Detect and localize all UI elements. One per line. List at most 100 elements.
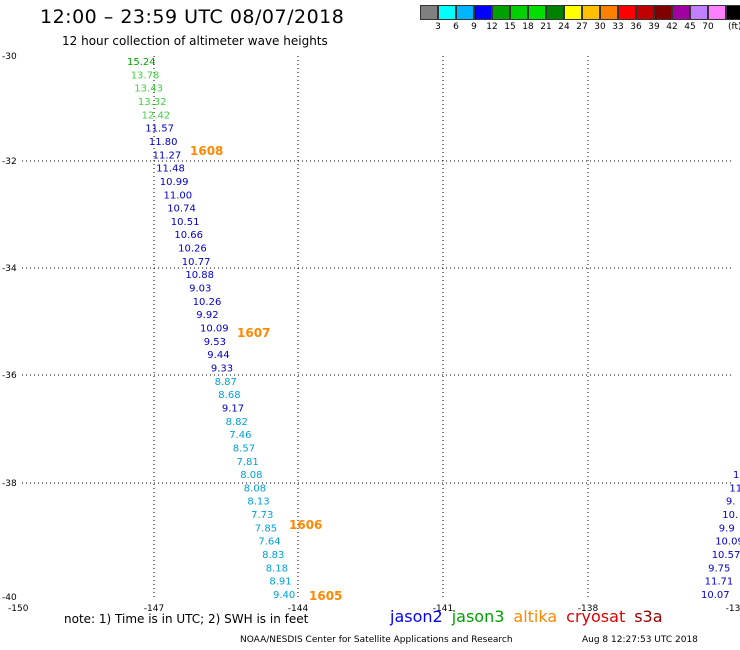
wave-height-value: 7.46 (229, 430, 251, 441)
scale-swatch (528, 5, 546, 20)
wave-height-value: 13.78 (131, 70, 160, 81)
wave-height-value: 7.73 (251, 510, 273, 521)
scale-swatch (492, 5, 510, 20)
map-title: 12:00 – 23:59 UTC 08/07/2018 (40, 6, 345, 28)
scale-swatch (618, 5, 636, 20)
scale-label: 24 (558, 22, 570, 32)
wave-height-value: 7.81 (237, 457, 259, 468)
wave-height-value: 10.07 (701, 590, 730, 601)
scale-label: 12 (486, 22, 498, 32)
wave-height-value: 10. (722, 510, 738, 521)
wave-height-value: 9.33 (211, 364, 233, 375)
wave-height-value: 9.92 (196, 310, 218, 321)
wave-height-value: 10.26 (193, 297, 222, 308)
wave-height-value: 11.57 (145, 124, 174, 135)
wave-height-value: 9.03 (189, 284, 211, 295)
scale-unit: (ft) (728, 22, 740, 32)
wave-height-value: 10.57 (712, 550, 740, 561)
scale-swatch (654, 5, 672, 20)
wave-height-value: 9.17 (222, 403, 244, 414)
wave-height-value: 8.91 (269, 577, 291, 588)
scale-label: 70 (702, 22, 714, 32)
wave-height-value: 10.09 (715, 537, 740, 548)
scale-label: 15 (504, 22, 516, 32)
scale-label: 39 (648, 22, 660, 32)
wave-height-value: 9.44 (207, 350, 229, 361)
scale-label: 21 (540, 22, 552, 32)
axis-ticks: -30 -32 -34 -36 -38 -40-150 -147 -144 -141 -138 -1… (2, 52, 740, 614)
scale-label: 42 (666, 22, 678, 32)
scale-label: 18 (522, 22, 534, 32)
satellite-legend-entry: cryosat (566, 607, 626, 626)
scale-swatch (582, 5, 600, 20)
map-subtitle: 12 hour collection of altimeter wave hei… (62, 34, 328, 48)
scale-label: 33 (612, 22, 624, 32)
wave-height-value: 8.13 (247, 497, 269, 508)
wave-height-value: 8.82 (226, 417, 248, 428)
scale-label: 27 (576, 22, 588, 32)
scale-label: 9 (471, 22, 477, 32)
wave-height-value: 7.64 (258, 537, 280, 548)
wave-height-value: 13.32 (138, 97, 167, 108)
satellite-legend: jason2 jason3 altika cryosat s3a (390, 607, 672, 626)
scale-swatch (672, 5, 690, 20)
scale-swatch (726, 5, 740, 20)
scale-swatch (546, 5, 564, 20)
scale-swatch (438, 5, 456, 20)
latitude-tick-label: -40 (2, 593, 17, 603)
credit-line: NOAA/NESDIS Center for Satellite Applica… (240, 635, 513, 645)
wave-height-value: 10.51 (171, 217, 200, 228)
wave-height-value: 8.57 (233, 443, 255, 454)
scale-swatch (474, 5, 492, 20)
wave-height-value: 9.75 (708, 563, 730, 574)
scale-swatch (636, 5, 654, 20)
wave-height-value: 9.53 (204, 337, 226, 348)
generation-timestamp: Aug 8 12:27:53 UTC 2018 (582, 635, 698, 645)
time-label: 1605 (309, 589, 342, 603)
scale-swatch (564, 5, 582, 20)
wave-height-value: 8.87 (215, 377, 237, 388)
wave-height-value: 9.40 (273, 590, 295, 601)
wave-height-value: 11.27 (153, 150, 182, 161)
wave-height-value: 10.88 (185, 270, 214, 281)
scale-label: 36 (630, 22, 642, 32)
scale-label: 3 (435, 22, 441, 32)
wave-height-value: 15.24 (127, 57, 156, 68)
wave-height-value: 9.9 (719, 523, 735, 534)
scale-swatch (420, 5, 438, 20)
wave-height-value: 8.18 (266, 563, 288, 574)
scale-swatch (510, 5, 528, 20)
satellite-legend-entry: jason3 (451, 607, 505, 626)
wave-height-value: 7.85 (255, 523, 277, 534)
wave-height-value: 10.77 (182, 257, 211, 268)
latitude-tick-label: -34 (2, 264, 17, 274)
wave-height-value: 8.08 (244, 483, 266, 494)
wave-height-value: 8.83 (262, 550, 284, 561)
satellite-legend-entry: altika (513, 607, 558, 626)
longitude-tick-label: -144 (288, 604, 309, 614)
wave-height-value: 8.68 (218, 390, 240, 401)
latitude-tick-label: -32 (2, 157, 17, 167)
time-label: 1607 (237, 326, 270, 340)
scale-swatch (708, 5, 726, 20)
scale-label: 45 (684, 22, 696, 32)
wave-height-value: 8.08 (240, 470, 262, 481)
graticule (22, 56, 733, 597)
altimeter-track-west: 15.24 13.78 13.43 13.32 12.42 11.57 11.80 11.27… (127, 57, 295, 601)
scale-label: 6 (453, 22, 459, 32)
satellite-legend-entry: s3a (634, 607, 663, 626)
wave-height-value: 10.99 (160, 177, 189, 188)
latitude-tick-label: -30 (2, 52, 17, 62)
wave-height-value: 12.42 (142, 110, 171, 121)
scale-swatch (600, 5, 618, 20)
wave-height-value: 1 (733, 470, 739, 481)
scale-swatch (690, 5, 708, 20)
wave-height-value: 11.71 (705, 577, 734, 588)
longitude-tick-label: -150 (8, 604, 29, 614)
time-label: 1606 (289, 518, 322, 532)
wave-height-value: 11 (729, 483, 740, 494)
longitude-tick-label: -141 (433, 604, 453, 614)
